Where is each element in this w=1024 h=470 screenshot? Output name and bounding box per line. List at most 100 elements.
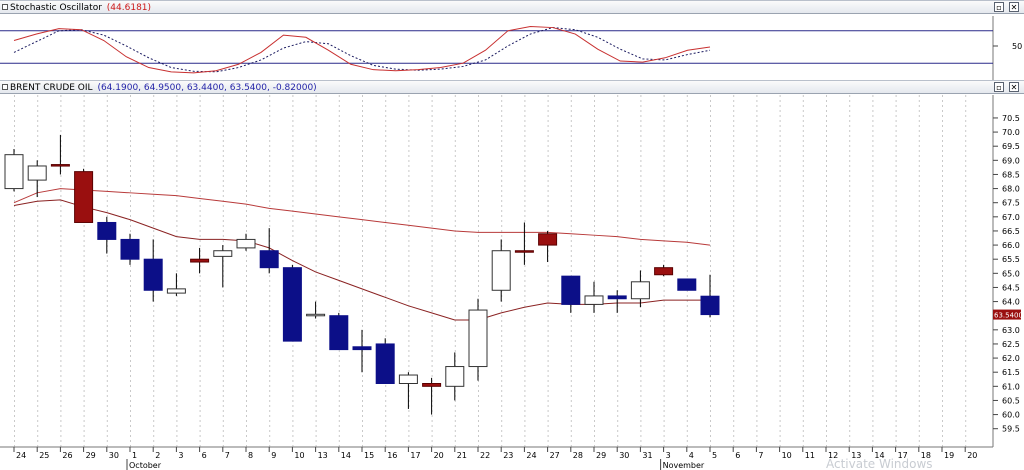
candle [398,372,418,409]
x-tick-label: 10 [782,451,792,460]
candle [259,228,279,274]
candle [584,281,604,313]
y-tick-label: 70.5 [1002,114,1020,123]
instrument-title: BRENT CRUDE OIL [10,83,93,93]
x-tick-label: 26 [62,451,72,460]
candle [445,352,465,401]
candle-body [143,258,163,291]
x-tick-label: 27 [550,451,560,460]
candle-body [677,278,697,291]
candle-body [538,233,558,246]
candle [282,264,302,342]
x-tick-label: 15 [364,451,374,460]
candle-body [654,267,674,276]
watermark-text: Activate Windows [826,457,933,470]
y-tick-label: 68.5 [1002,170,1020,179]
close-icon[interactable]: ✕ [1009,2,1019,12]
x-tick-label: 8 [248,451,253,460]
x-tick-label: 23 [503,451,513,460]
candle-body [50,164,70,167]
close-icon[interactable]: ✕ [1009,82,1019,92]
candle-body [306,313,326,317]
candle-body [4,154,24,190]
y-tick-label: 64.5 [1002,283,1020,292]
candle-body [213,250,233,257]
candle-body [561,275,581,305]
last-price-label: 63.5400 [994,312,1023,320]
candle-body [700,295,720,316]
y-tick-label: 64.0 [1002,298,1020,307]
candle-body [97,221,117,240]
x-tick-label: 18 [921,451,931,460]
x-tick-label: 13 [318,451,328,460]
x-tick-label: 16 [387,451,397,460]
candle [491,239,511,302]
ma-long-line [13,188,711,246]
x-tick-label: 25 [39,451,49,460]
y-tick-label: 70.0 [1002,128,1020,137]
candle [74,168,94,223]
stoch-k-line [13,25,711,74]
candle [677,278,697,291]
x-tick-label: 19 [944,451,954,460]
y-tick-label: 66.0 [1002,241,1020,250]
x-tick-label: 24 [16,451,26,460]
candle-body [352,346,372,351]
pane-menu-icon[interactable] [2,4,8,10]
x-tick-label: 3 [178,451,183,460]
pane-menu-icon[interactable] [2,84,8,90]
x-tick-label: 30 [619,451,629,460]
y-tick-label: 69.5 [1002,142,1020,151]
x-tick-label: 6 [202,451,207,460]
stoch-d-line [13,27,711,73]
candle [50,134,70,175]
candle [27,160,47,198]
candle [97,216,117,254]
x-tick-label: 29 [86,451,96,460]
x-tick-label: 7 [225,451,230,460]
candle-body [584,295,604,305]
y-tick-label: 63.0 [1002,326,1020,335]
candle [166,273,186,296]
x-tick-label: 4 [689,451,694,460]
stoch-level-label: 50 [1012,42,1022,51]
x-tick-label: 20 [967,451,977,460]
stoch-title: Stochastic Oscillator [10,3,102,13]
x-tick-label: 2 [155,451,160,460]
candle [422,377,442,415]
x-tick-label: 17 [410,451,420,460]
candle-body [398,374,418,384]
x-tick-label: 29 [596,451,606,460]
candle-body [190,258,210,263]
x-tick-label: 24 [526,451,536,460]
candle-body [259,250,279,269]
candle-body [468,309,488,368]
y-tick-label: 60.5 [1002,396,1020,405]
candle [468,298,488,381]
y-tick-label: 62.0 [1002,354,1020,363]
candle [700,274,720,318]
stochastic-oscillator-chart: 50 [0,16,1022,80]
restore-icon[interactable]: ▫ [994,2,1004,12]
candle [4,149,24,192]
candle-body [120,238,140,260]
candle [236,233,256,251]
x-tick-label: 17 [898,451,908,460]
x-tick-label: 13 [851,451,861,460]
x-tick-label: 7 [758,451,763,460]
stoch-value: (44.6181) [106,3,152,13]
ohlc-values: (64.1900, 64.9500, 63.4400, 63.5400, -0.… [97,83,317,93]
x-tick-label: 14 [341,451,351,460]
candle [538,230,558,263]
x-tick-label: 1 [132,451,137,460]
y-tick-label: 69.0 [1002,156,1020,165]
restore-icon[interactable]: ▫ [994,82,1004,92]
x-tick-label: 31 [642,451,652,460]
candle [306,301,326,319]
month-label: October [129,461,162,470]
y-tick-label: 65.0 [1002,269,1020,278]
y-tick-label: 60.0 [1002,411,1020,420]
x-tick-label: 22 [480,451,490,460]
candle-body [375,343,395,384]
candle-body [422,383,442,387]
